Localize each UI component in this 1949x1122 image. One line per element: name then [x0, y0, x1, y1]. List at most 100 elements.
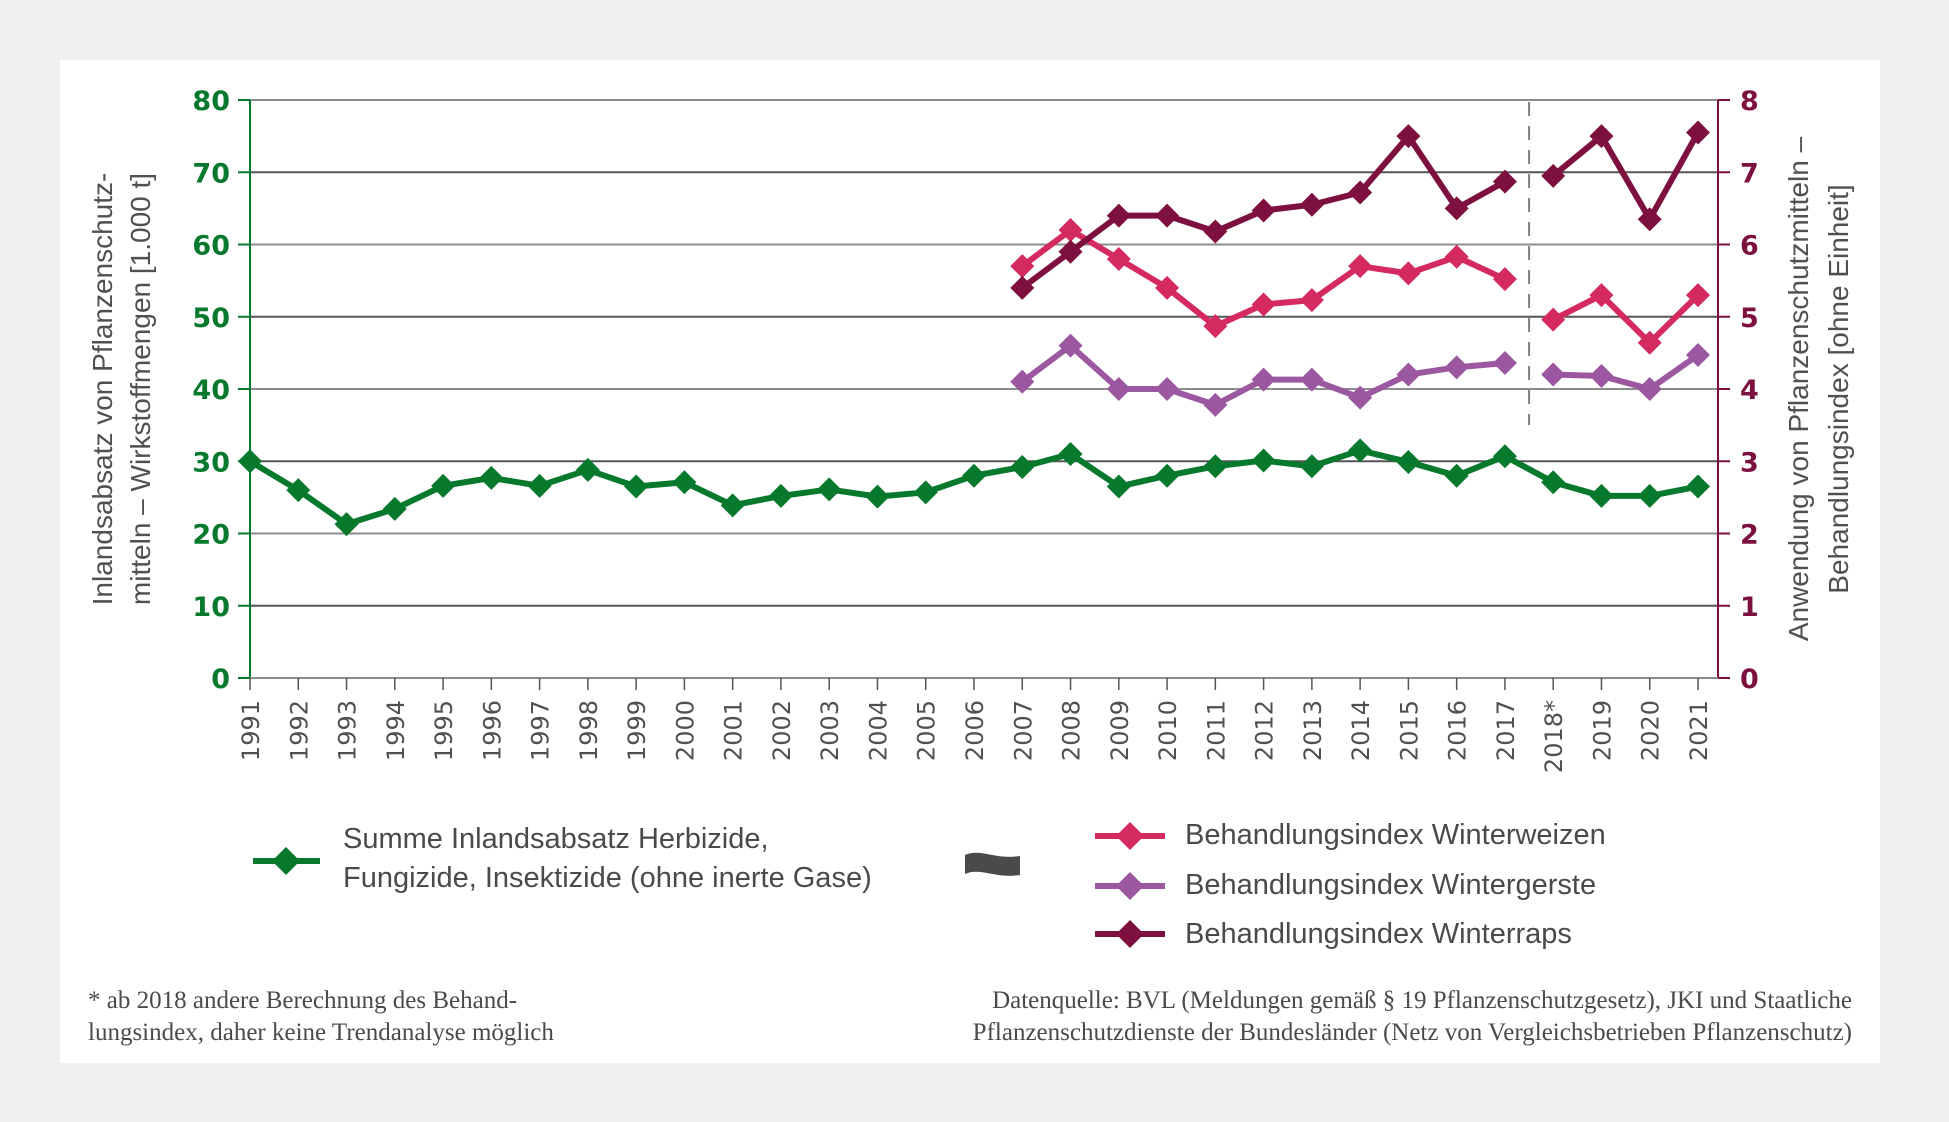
- data-source: Datenquelle: BVL (Meldungen gemäß § 19 P…: [973, 985, 1852, 1049]
- data-point: [1541, 362, 1566, 387]
- data-point: [1106, 203, 1131, 228]
- y-left-tick-label: 0: [211, 664, 230, 695]
- data-point: [1686, 283, 1710, 308]
- data-point: [1637, 330, 1662, 355]
- x-tick-label: 1995: [430, 700, 458, 761]
- data-point: [1396, 124, 1421, 149]
- data-point: [1251, 448, 1276, 473]
- x-tick-label: 2002: [768, 700, 796, 761]
- footnote-line2: lungsindex, daher keine Trendanalyse mög…: [88, 1019, 554, 1046]
- data-point: [1106, 246, 1131, 271]
- legend-symbol-weizen: [1095, 822, 1165, 850]
- data-point: [1203, 392, 1228, 417]
- data-point: [527, 473, 552, 498]
- x-tick-label: 2006: [961, 700, 989, 761]
- series-winterweizen: [1010, 218, 1710, 355]
- y-axis-left-title-line1: Inlandsabsatz von Pflanzenschutz-: [87, 173, 118, 606]
- data-point: [1396, 261, 1421, 286]
- data-point: [1589, 283, 1614, 308]
- y-right-tick-label: 1: [1740, 592, 1759, 623]
- data-point: [1444, 355, 1469, 380]
- data-point: [1637, 207, 1662, 232]
- series-layer: [238, 120, 1710, 537]
- gridlines: [250, 99, 1718, 679]
- data-point: [1589, 483, 1614, 508]
- data-point: [1155, 463, 1180, 488]
- legend-label-total: Summe Inlandsabsatz Herbizide, Fungizide…: [343, 820, 872, 898]
- data-point: [962, 463, 986, 488]
- data-point: [1058, 333, 1083, 358]
- data-point: [720, 493, 745, 518]
- data-point: [1637, 483, 1662, 508]
- legend-label-raps: Behandlungsindex Winterraps: [1185, 918, 1572, 950]
- data-point: [1010, 369, 1035, 394]
- series-line: [1551, 292, 1701, 346]
- chart-card: 0 10 20 30 40 50 60 70 80 0 1 2 3 4 5 6 7 8 1991 1992 1993…: [60, 60, 1880, 1063]
- legend-symbol-gerste: [1095, 872, 1165, 900]
- y-right-tick-label: 8: [1740, 86, 1759, 117]
- data-point: [575, 457, 600, 482]
- data-point: [1010, 455, 1035, 480]
- data-point: [1203, 219, 1228, 244]
- data-point: [1589, 363, 1614, 388]
- x-axis-ticks: 1991 1992 1993 1994 1995 1996 1997 1998 1999 2000…: [237, 700, 1713, 773]
- data-point: [1444, 463, 1469, 488]
- x-tick-label: 2013: [1299, 700, 1327, 761]
- data-point: [1541, 470, 1566, 495]
- y-left-tick-label: 50: [192, 303, 230, 334]
- data-point: [334, 512, 359, 537]
- x-tick-label: 1992: [285, 700, 313, 761]
- data-point: [1106, 474, 1131, 499]
- data-point: [1203, 314, 1228, 339]
- legend-label-weizen: Behandlungsindex Winterweizen: [1185, 819, 1606, 851]
- data-point: [1492, 267, 1517, 292]
- data-point: [1396, 449, 1421, 474]
- x-tick-label: 2008: [1058, 700, 1086, 761]
- data-point: [1686, 120, 1710, 145]
- data-point: [1106, 377, 1131, 401]
- x-tick-label: 1991: [237, 700, 265, 761]
- data-point: [1251, 367, 1276, 392]
- x-tick-label: 2004: [864, 700, 892, 761]
- data-point: [1686, 343, 1710, 368]
- data-point: [431, 473, 456, 498]
- series-total: [238, 438, 1710, 537]
- data-point: [1541, 163, 1566, 188]
- data-point: [1155, 377, 1180, 401]
- data-point: [1058, 442, 1083, 467]
- data-point: [1348, 385, 1373, 410]
- x-tick-label: 2017: [1492, 700, 1520, 761]
- y-axis-right-title-line1: Anwendung von Pflanzenschutzmitteln –: [1783, 136, 1814, 641]
- footnote: * ab 2018 andere Berechnung des Behand- …: [88, 985, 554, 1049]
- y-axis-right-title-line2: Behandlungsindex [ohne Einheit]: [1823, 184, 1854, 593]
- x-tick-label: 2005: [913, 700, 941, 761]
- data-point: [1058, 239, 1083, 264]
- y-left-tick-label: 30: [192, 447, 230, 478]
- x-tick-label: 2012: [1251, 700, 1279, 761]
- y-right-tick-label: 6: [1740, 231, 1759, 262]
- legend-label-gerste: Behandlungsindex Wintergerste: [1185, 869, 1597, 901]
- y-right-tick-label: 2: [1740, 520, 1759, 551]
- x-tick-label: 2009: [1106, 700, 1134, 761]
- y-right-tick-label: 4: [1740, 375, 1759, 406]
- data-point: [1637, 377, 1662, 401]
- data-point: [1299, 367, 1324, 392]
- data-point: [1299, 288, 1324, 313]
- x-tick-label: 2011: [1202, 700, 1230, 761]
- series-wintergerste: [1010, 333, 1710, 417]
- data-point: [1492, 169, 1517, 194]
- data-point: [1203, 454, 1228, 479]
- data-point: [1058, 218, 1083, 243]
- x-tick-label: 2015: [1395, 700, 1423, 761]
- x-tick-label: 2016: [1444, 700, 1472, 761]
- data-point: [1251, 292, 1276, 317]
- legend-label-total-line2: Fungizide, Insektizide (ohne inerte Gase…: [343, 862, 872, 894]
- legend-symbol-raps: [1095, 920, 1165, 948]
- y-axis-left-ticks: 0 10 20 30 40 50 60 70 80: [192, 86, 230, 695]
- data-point: [1589, 124, 1614, 149]
- tilde-icon: [965, 852, 1020, 876]
- x-tick-label: 2003: [816, 700, 844, 761]
- x-tick-label: 2014: [1347, 700, 1375, 761]
- y-right-tick-label: 7: [1740, 158, 1759, 189]
- legend-symbol-total: [253, 847, 320, 875]
